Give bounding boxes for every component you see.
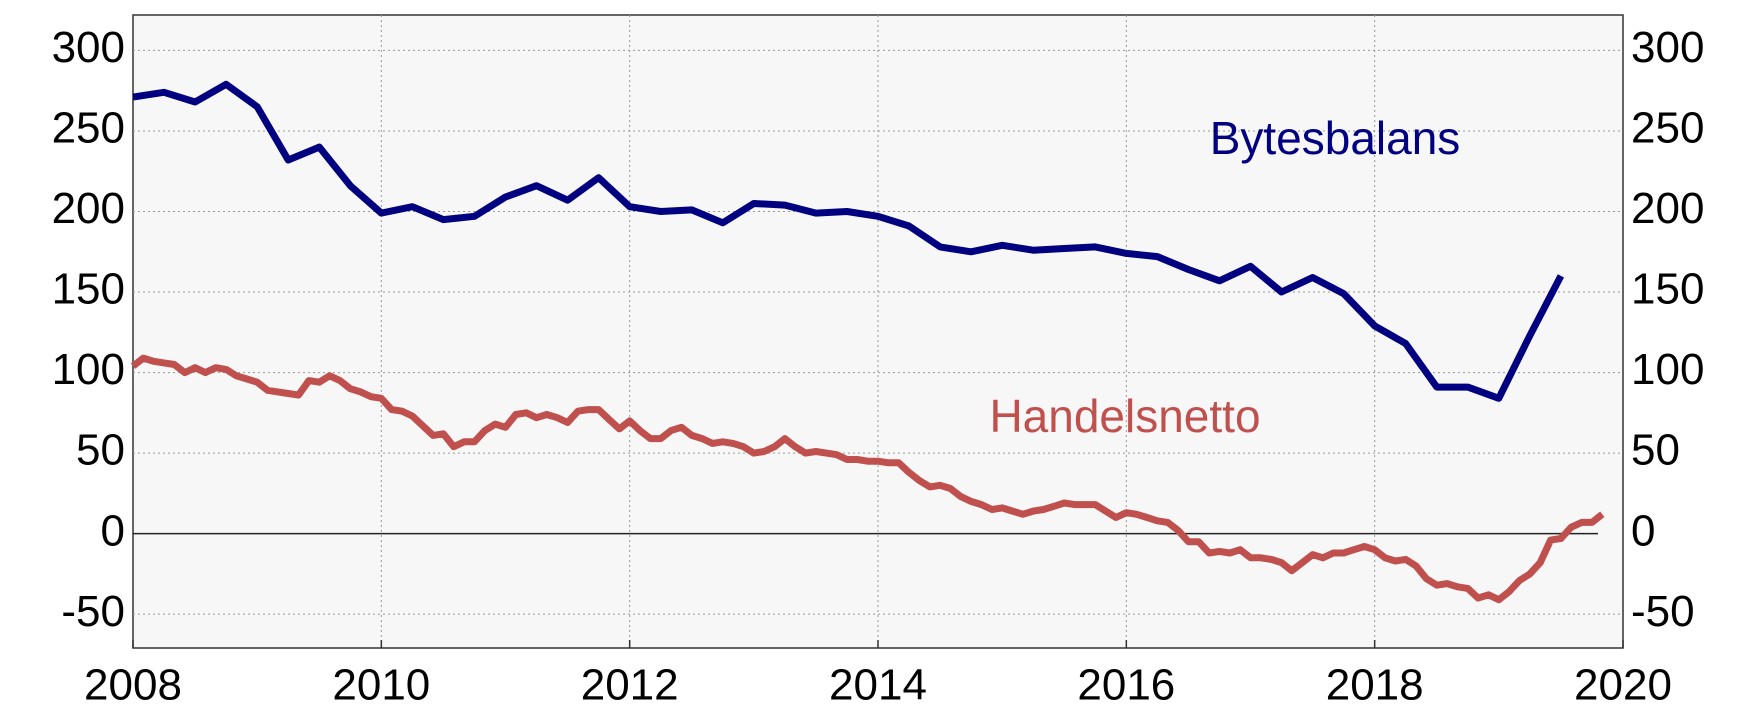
y2-tick-label: 250	[1631, 104, 1704, 153]
x-tick-label: 2018	[1326, 661, 1424, 710]
y-tick-label: 150	[52, 265, 125, 314]
y2-tick-label: -50	[1631, 587, 1695, 636]
series-label: Bytesbalans	[1210, 112, 1461, 164]
x-tick-label: 2016	[1077, 661, 1175, 710]
y-tick-label: 50	[76, 426, 125, 475]
x-tick-label: 2008	[84, 661, 182, 710]
x-tick-label: 2014	[829, 661, 927, 710]
series-label: Handelsnetto	[989, 390, 1260, 442]
y-tick-label: -50	[61, 587, 125, 636]
x-tick-label: 2010	[332, 661, 430, 710]
y2-tick-label: 300	[1631, 23, 1704, 72]
y2-tick-label: 100	[1631, 345, 1704, 394]
y2-tick-label: 200	[1631, 184, 1704, 233]
y2-tick-label: 50	[1631, 426, 1680, 475]
y2-tick-label: 0	[1631, 506, 1655, 555]
x-tick-label: 2020	[1574, 661, 1672, 710]
y-tick-label: 250	[52, 104, 125, 153]
y-tick-label: 300	[52, 23, 125, 72]
x-tick-label: 2012	[581, 661, 679, 710]
series-line	[130, 354, 1605, 604]
series-line	[132, 80, 1565, 402]
y-tick-label: 0	[101, 506, 125, 555]
y2-tick-label: 150	[1631, 265, 1704, 314]
y-tick-label: 100	[52, 345, 125, 394]
y-tick-label: 200	[52, 184, 125, 233]
